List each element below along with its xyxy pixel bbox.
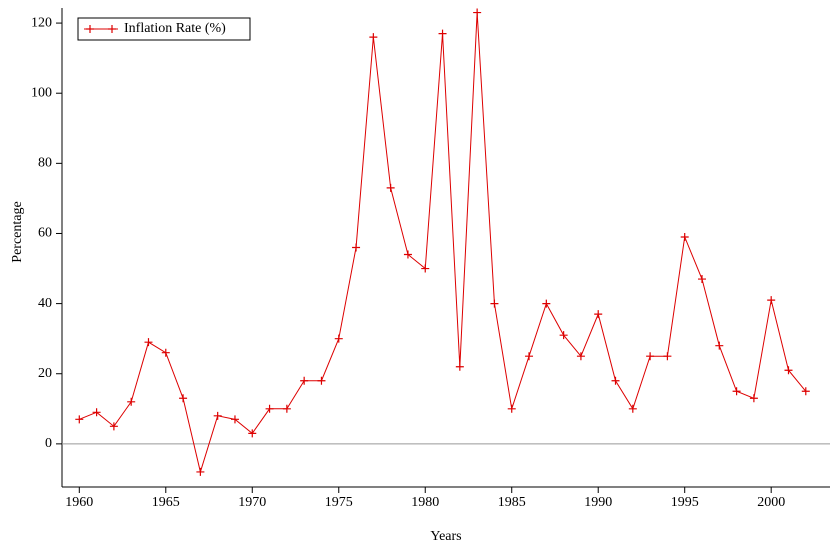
y-tick-label: 80 (38, 156, 52, 171)
data-point (663, 352, 672, 361)
data-point (698, 275, 706, 284)
data-point (715, 341, 724, 350)
data-point (576, 352, 585, 361)
data-point (109, 422, 118, 431)
x-tick-label: 1980 (411, 495, 439, 510)
data-point (369, 33, 378, 42)
x-tick-label: 1970 (238, 495, 266, 510)
x-tick-label: 1965 (152, 495, 180, 510)
data-point (196, 467, 205, 476)
data-point (611, 376, 620, 385)
y-tick-label: 0 (45, 436, 52, 451)
data-point (473, 8, 482, 17)
legend-box (77, 17, 251, 41)
y-tick-label: 100 (31, 85, 52, 100)
x-tick-label: 1975 (325, 495, 353, 510)
data-point (127, 397, 136, 406)
legend-marker (86, 25, 94, 33)
x-tick-label: 1990 (584, 495, 612, 510)
data-point (213, 411, 222, 420)
data-point (490, 299, 499, 308)
y-tick-label: 40 (38, 296, 52, 311)
y-axis-label: Percentage (10, 201, 25, 262)
data-point (455, 362, 464, 371)
data-point (646, 352, 655, 361)
data-point (542, 299, 551, 308)
legend: Inflation Rate (%) (77, 17, 251, 41)
data-point (282, 404, 291, 413)
legend-marker (108, 25, 116, 33)
x-tick-label: 1985 (498, 495, 526, 510)
data-point (300, 376, 309, 385)
data-point (179, 394, 188, 403)
data-point (386, 183, 395, 192)
data-point (352, 243, 361, 252)
data-point (248, 429, 257, 438)
data-point (161, 348, 170, 357)
data-point (403, 250, 412, 259)
data-point (801, 387, 810, 396)
legend-label: Inflation Rate (%) (124, 21, 226, 36)
y-tick-label: 120 (31, 15, 52, 30)
data-point (784, 366, 793, 375)
data-point (628, 404, 637, 413)
series-line (79, 12, 807, 474)
data-point (75, 415, 84, 424)
data-point (317, 376, 326, 385)
data-point (749, 394, 758, 403)
x-axis-label: Years (430, 529, 461, 544)
data-point (680, 232, 689, 241)
data-point (334, 334, 343, 343)
data-point (265, 404, 274, 413)
x-tick-label: 1995 (671, 495, 699, 510)
y-tick-label: 60 (38, 226, 52, 241)
data-point (507, 404, 516, 413)
y-tick-label: 20 (38, 366, 52, 381)
data-point (767, 296, 776, 305)
x-tick-label: 2000 (757, 495, 785, 510)
data-point (559, 331, 568, 340)
data-point (594, 310, 603, 319)
data-point (525, 352, 534, 361)
data-point (438, 29, 447, 38)
data-point (92, 408, 101, 417)
x-tick-label: 1960 (65, 495, 93, 510)
data-point (230, 415, 239, 424)
data-point (732, 387, 741, 396)
data-point (421, 264, 430, 273)
data-point (144, 338, 153, 347)
